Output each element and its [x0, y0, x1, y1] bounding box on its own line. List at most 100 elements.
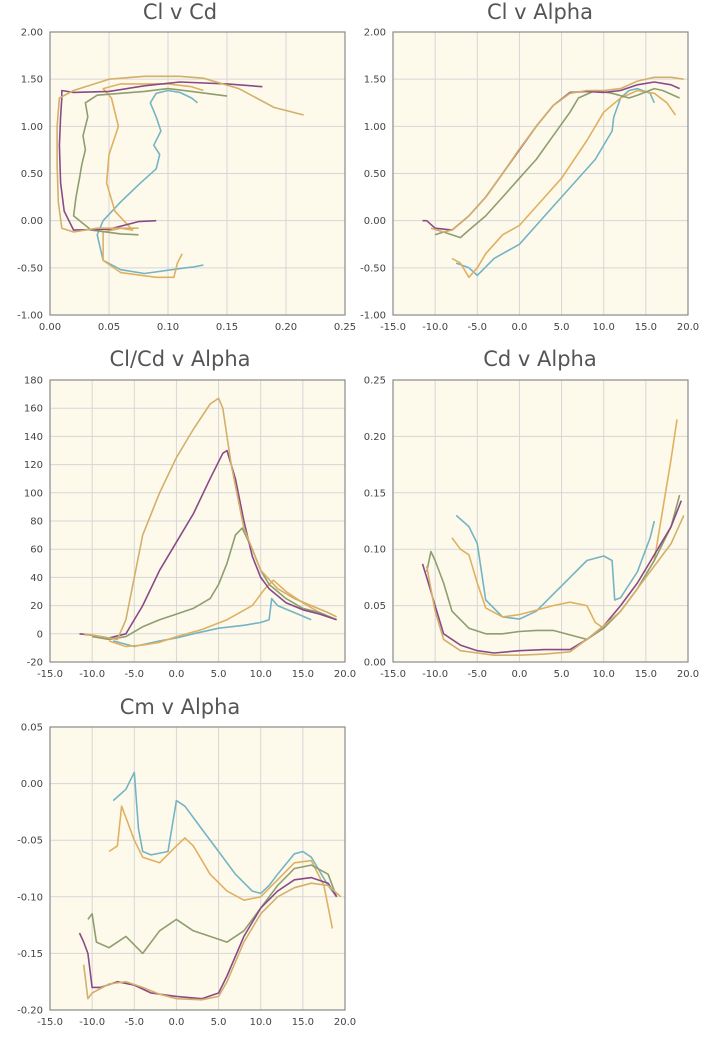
y-tick-label: 0.05 — [21, 723, 43, 734]
y-tick-label: 160 — [24, 404, 43, 415]
x-tick-label: 5.0 — [211, 1017, 227, 1028]
x-tick-label: 15.0 — [292, 1017, 314, 1028]
y-tick-label: 1.50 — [21, 75, 43, 86]
x-tick-label: 20.0 — [677, 669, 699, 680]
chart-panel-cl-v-cd: Cl v Cd -1.00 -0.50 0.00 0.50 1.00 1.50 2.00 0.… — [0, 0, 360, 335]
series-line-4 — [78, 876, 338, 1000]
y-tick-label: -0.05 — [17, 836, 43, 847]
y-tick-label: -1.00 — [17, 311, 43, 322]
y-tick-label: -1.00 — [360, 311, 386, 322]
series-line-5 — [83, 397, 337, 641]
y-tick-label: 80 — [30, 517, 43, 528]
y-tick-label: 1.50 — [364, 75, 386, 86]
plot-frame — [49, 379, 346, 663]
y-tick-label: -0.20 — [17, 1006, 43, 1017]
chart-panel-cl-v-alpha: Cl v Alpha -1.00 -0.50 0.00 0.50 1.00 1.50 2.0… — [360, 0, 720, 335]
y-tick-label: 1.00 — [364, 122, 386, 133]
series-line-1 — [96, 89, 204, 275]
y-tick-label: 100 — [24, 488, 43, 499]
y-tick-label: 0.50 — [21, 169, 43, 180]
series-line-3 — [434, 87, 680, 239]
x-tick-label: 15.0 — [635, 669, 657, 680]
y-tick-label: -0.15 — [17, 949, 43, 960]
x-tick-label: -10.0 — [79, 669, 105, 680]
chart-plot-cl-v-cd: -1.00 -0.50 0.00 0.50 1.00 1.50 2.00 0.00 0.05 0.… — [17, 28, 356, 334]
y-tick-label: -20 — [27, 658, 43, 669]
series-line-5 — [82, 882, 342, 1001]
y-tick-label: 0 — [37, 629, 43, 640]
series-line-5 — [425, 515, 685, 656]
x-tick-label: 0.25 — [334, 322, 356, 333]
y-tick-label: -0.50 — [360, 263, 386, 274]
series-line-4 — [421, 500, 683, 654]
x-tick-label: -10.0 — [422, 322, 448, 333]
x-tick-label: 10.0 — [593, 322, 615, 333]
chart-title: Cl v Cd — [142, 0, 218, 24]
x-tick-label: 0.20 — [275, 322, 297, 333]
x-tick-label: 10.0 — [250, 669, 272, 680]
plot-background — [50, 727, 345, 1010]
chart-plot-cl-cd-v-alpha: -20 0 20 40 60 80 100 120 140 160 180 -15.0 -10.0 -5.… — [24, 376, 356, 681]
chart-title: Cl/Cd v Alpha — [109, 347, 251, 371]
series-line-2 — [108, 805, 334, 929]
x-tick-label: 0.0 — [511, 669, 527, 680]
x-tick-label: -5.0 — [468, 322, 488, 333]
y-tick-label: 60 — [30, 545, 43, 556]
x-tick-label: 0.00 — [39, 322, 61, 333]
y-tick-label: 180 — [24, 376, 43, 387]
y-tick-label: 0.20 — [364, 432, 386, 443]
x-tick-label: -5.0 — [125, 669, 145, 680]
x-tick-label: 5.0 — [554, 322, 570, 333]
series-line-1 — [112, 597, 312, 648]
x-tick-label: 0.10 — [157, 322, 179, 333]
series-line-3 — [72, 87, 228, 236]
x-tick-label: 5.0 — [554, 669, 570, 680]
x-tick-label: 20.0 — [334, 1017, 356, 1028]
y-tick-label: 2.00 — [21, 28, 43, 39]
plot-frame — [392, 379, 689, 663]
chart-plot-cl-v-alpha: -1.00 -0.50 0.00 0.50 1.00 1.50 2.00 -15.0 -10.0… — [360, 28, 699, 334]
x-tick-label: 0.05 — [98, 322, 120, 333]
chart-title: Cm v Alpha — [119, 695, 241, 719]
y-tick-label: 40 — [30, 573, 43, 584]
series-line-4 — [79, 449, 337, 639]
y-tick-label: 1.00 — [21, 122, 43, 133]
x-tick-label: 5.0 — [211, 669, 227, 680]
x-tick-label: 15.0 — [292, 669, 314, 680]
x-tick-label: 20.0 — [677, 322, 699, 333]
x-tick-label: 15.0 — [635, 322, 657, 333]
x-tick-label: -15.0 — [37, 1017, 63, 1028]
x-tick-label: 0.0 — [511, 322, 527, 333]
y-tick-label: 2.00 — [364, 28, 386, 39]
series-line-1 — [455, 87, 656, 277]
chart-panel-cd-v-alpha: Cd v Alpha 0.00 0.05 0.10 0.15 0.20 0.25 -15.0… — [360, 347, 720, 692]
chart-panel-cm-v-alpha: Cm v Alpha -0.20 -0.15 -0.10 -0.05 0.00 0.05 -… — [0, 695, 360, 1037]
y-tick-label: 0.25 — [364, 376, 386, 387]
series-line-1 — [455, 514, 656, 620]
series-line-5 — [430, 76, 684, 233]
x-tick-label: 0.0 — [168, 669, 184, 680]
y-tick-label: -0.10 — [17, 892, 43, 903]
chart-title: Cl v Alpha — [487, 0, 593, 24]
x-tick-label: -10.0 — [422, 669, 448, 680]
y-tick-label: 0.00 — [21, 779, 43, 790]
chart-plot-cm-v-alpha: -0.20 -0.15 -0.10 -0.05 0.00 0.05 -15.0 -10.0 -5… — [17, 723, 356, 1029]
y-tick-label: 0.05 — [364, 601, 386, 612]
series-line-2 — [102, 83, 204, 279]
plot-background — [393, 380, 688, 662]
x-tick-label: -15.0 — [380, 669, 406, 680]
x-tick-label: 0.0 — [168, 1017, 184, 1028]
y-tick-label: -0.50 — [17, 263, 43, 274]
chart-panel-cl-cd-v-alpha: Cl/Cd v Alpha -20 0 20 40 60 80 100 120 140 160 18… — [0, 347, 360, 692]
x-tick-label: -5.0 — [125, 1017, 145, 1028]
y-tick-label: 0.15 — [364, 488, 386, 499]
x-tick-label: -5.0 — [468, 669, 488, 680]
plot-frame — [49, 31, 346, 316]
y-tick-label: 0.00 — [21, 216, 43, 227]
series-line-1 — [112, 771, 338, 898]
x-tick-label: 0.15 — [216, 322, 238, 333]
x-tick-label: -15.0 — [37, 669, 63, 680]
y-tick-label: 0.00 — [364, 216, 386, 227]
chart-plot-cd-v-alpha: 0.00 0.05 0.10 0.15 0.20 0.25 -15.0 -10.0 -5.0 0.… — [364, 376, 699, 681]
y-tick-label: 20 — [30, 601, 43, 612]
